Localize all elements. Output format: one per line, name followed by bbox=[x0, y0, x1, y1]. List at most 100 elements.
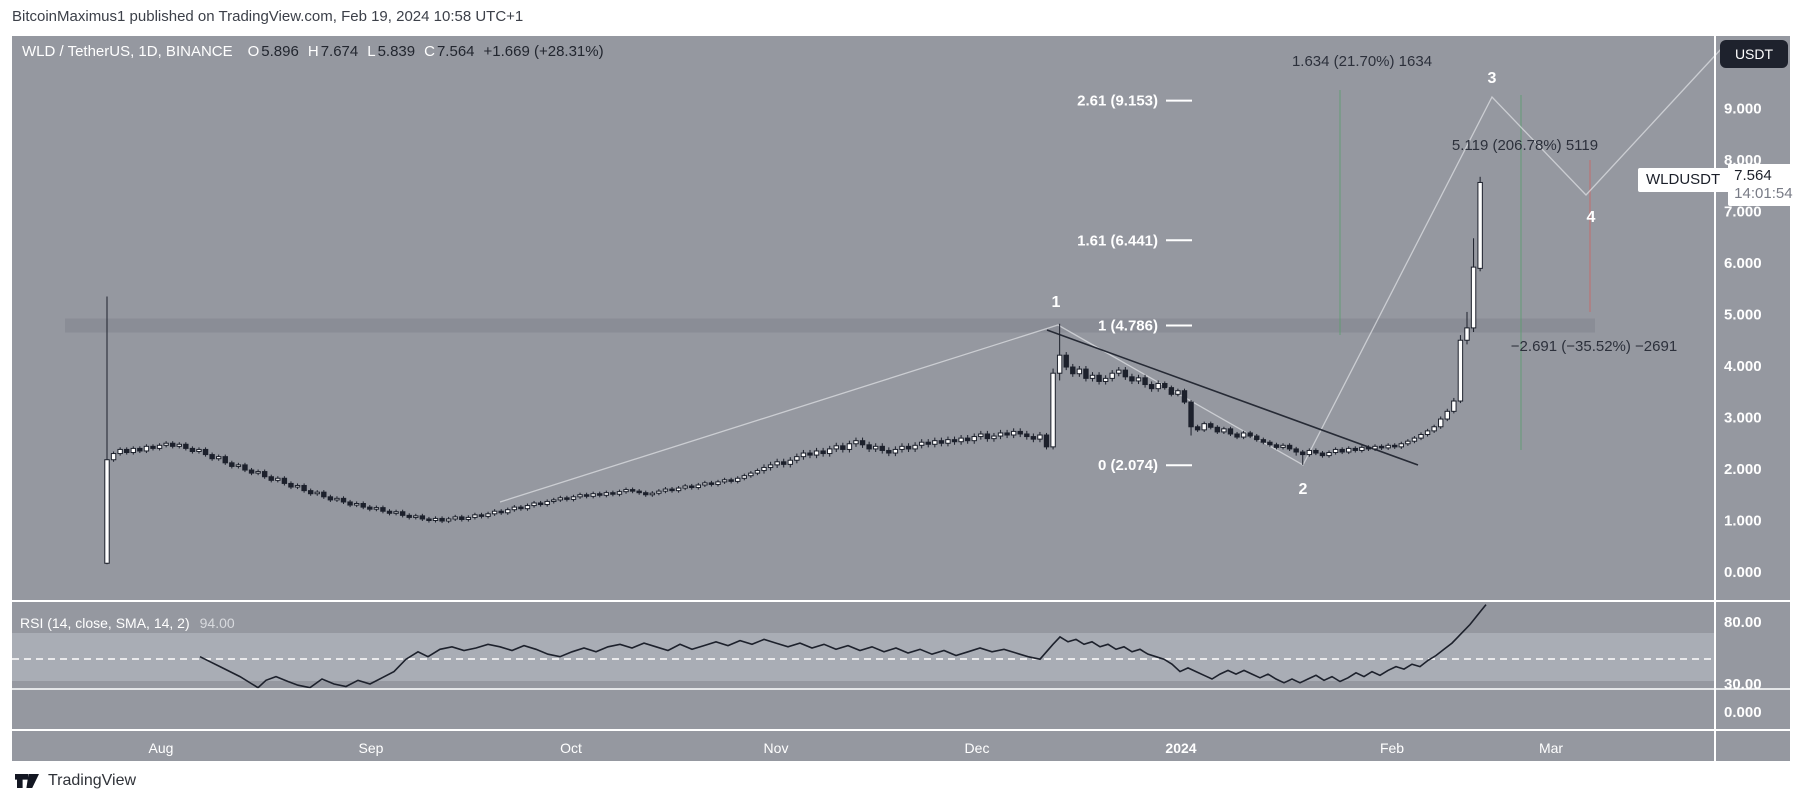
candle-up bbox=[1280, 444, 1286, 448]
candle-up bbox=[767, 464, 774, 468]
candle-down bbox=[689, 485, 695, 489]
candle-up bbox=[1470, 266, 1477, 329]
candle-down bbox=[1070, 366, 1076, 375]
candle-up bbox=[1332, 448, 1339, 454]
projection-annotation[interactable]: 5.119 (206.78%) 5119 bbox=[1452, 137, 1598, 154]
candle-down bbox=[1024, 433, 1030, 438]
candle-down bbox=[242, 464, 248, 471]
projection-annotation[interactable]: 1.634 (21.70%) 1634 bbox=[1292, 53, 1432, 70]
tradingview-attribution[interactable]: TradingView bbox=[14, 771, 136, 791]
wave-number-label[interactable]: 4 bbox=[1587, 209, 1596, 226]
candle-up bbox=[511, 506, 518, 511]
candle-down bbox=[202, 448, 209, 456]
candle-up bbox=[1457, 339, 1464, 402]
candle-down bbox=[964, 437, 971, 442]
candle-up bbox=[1175, 390, 1181, 395]
candle-up bbox=[1135, 377, 1142, 382]
candle-up bbox=[695, 484, 701, 489]
currency-toggle-button[interactable]: USDT bbox=[1720, 40, 1788, 68]
candle-down bbox=[1286, 444, 1293, 450]
candle-up bbox=[794, 456, 800, 461]
candle-down bbox=[281, 477, 288, 484]
candle-up bbox=[721, 479, 728, 483]
candle-up bbox=[715, 481, 721, 485]
candle-up bbox=[590, 493, 596, 497]
candle-up bbox=[176, 443, 182, 447]
candle-up bbox=[846, 443, 853, 450]
wave-projection-line[interactable] bbox=[499, 47, 1723, 503]
candle-down bbox=[386, 510, 393, 514]
candle-up bbox=[1050, 372, 1056, 448]
candle-down bbox=[807, 452, 813, 456]
candle-down bbox=[406, 514, 412, 518]
candle-down bbox=[1017, 430, 1023, 435]
candle-up bbox=[754, 470, 761, 474]
candle-up bbox=[353, 503, 360, 506]
candle-up bbox=[1372, 445, 1378, 450]
candle-down bbox=[1365, 446, 1372, 450]
candle-down bbox=[925, 441, 931, 445]
candle-down bbox=[1188, 401, 1194, 428]
fib-level-label[interactable]: 1 (4.786) bbox=[1098, 318, 1158, 335]
candle-up bbox=[452, 516, 458, 520]
rsi-tick-label: 80.00 bbox=[1724, 614, 1762, 631]
time-axis-label: Dec bbox=[965, 740, 990, 756]
candle-down bbox=[564, 497, 570, 500]
time-axis-label: 2024 bbox=[1165, 740, 1196, 756]
candle-down bbox=[1260, 439, 1267, 443]
wave-number-label[interactable]: 3 bbox=[1488, 70, 1497, 87]
open-label: O bbox=[247, 43, 260, 60]
candle-up bbox=[813, 450, 820, 456]
candle-down bbox=[327, 496, 334, 501]
wave-number-label[interactable]: 1 bbox=[1052, 294, 1061, 311]
candle-up bbox=[1398, 443, 1404, 448]
candle-up bbox=[215, 456, 222, 460]
tradingview-logo-icon bbox=[15, 774, 39, 788]
descending-trendline[interactable] bbox=[1046, 329, 1419, 466]
candle-up bbox=[735, 477, 741, 482]
time-axis-label: Sep bbox=[359, 740, 384, 756]
candle-down bbox=[859, 440, 866, 446]
symbol-title[interactable]: WLD / TetherUS, 1D, BINANCE bbox=[22, 43, 233, 60]
candle-up bbox=[1405, 440, 1411, 445]
candle-up bbox=[1326, 452, 1332, 457]
candle-down bbox=[629, 489, 636, 492]
candle-up bbox=[853, 440, 859, 445]
fib-level-label[interactable]: 0 (2.074) bbox=[1098, 457, 1158, 474]
rsi-indicator-label[interactable]: RSI (14, close, SMA, 14, 2) 94.00 bbox=[20, 615, 235, 631]
fib-level-label[interactable]: 2.61 (9.153) bbox=[1077, 93, 1158, 110]
high-label: H bbox=[307, 43, 319, 60]
wave-number-label[interactable]: 2 bbox=[1299, 481, 1308, 498]
candle-up bbox=[570, 496, 577, 500]
candle-down bbox=[1208, 423, 1214, 428]
symbol-header: WLD / TetherUS, 1D, BINANCE O 5.896 H 7.67… bbox=[22, 43, 604, 60]
candle-up bbox=[255, 471, 261, 474]
candle-down bbox=[1300, 451, 1306, 456]
candle-up bbox=[445, 518, 452, 522]
candle-down bbox=[597, 493, 603, 496]
candle-up bbox=[1109, 372, 1115, 379]
candle-down bbox=[938, 440, 945, 444]
candle-up bbox=[827, 448, 833, 455]
candle-up bbox=[1201, 423, 1207, 431]
time-axis-label: Mar bbox=[1539, 740, 1563, 756]
candle-up bbox=[741, 475, 747, 479]
projection-annotation[interactable]: −2.691 (−35.52%) −2691 bbox=[1511, 338, 1677, 355]
candle-down bbox=[347, 501, 353, 506]
candle-down bbox=[886, 449, 892, 454]
rsi-overbought-oversold-band bbox=[12, 633, 1715, 681]
candle-down bbox=[1083, 368, 1089, 379]
time-axis-label: Feb bbox=[1380, 740, 1404, 756]
rsi-line bbox=[199, 604, 1487, 689]
last-price-flag[interactable]: WLDUSDT 7.564 14:01:54 bbox=[1638, 164, 1801, 206]
candle-down bbox=[229, 462, 235, 467]
candle-up bbox=[551, 499, 557, 502]
candle-up bbox=[649, 492, 656, 496]
candle-down bbox=[399, 511, 406, 516]
candle-up bbox=[393, 511, 399, 514]
fib-level-label[interactable]: 1.61 (6.441) bbox=[1077, 232, 1158, 249]
candle-down bbox=[360, 503, 366, 508]
candle-up bbox=[1418, 433, 1424, 439]
candle-down bbox=[1168, 387, 1175, 395]
